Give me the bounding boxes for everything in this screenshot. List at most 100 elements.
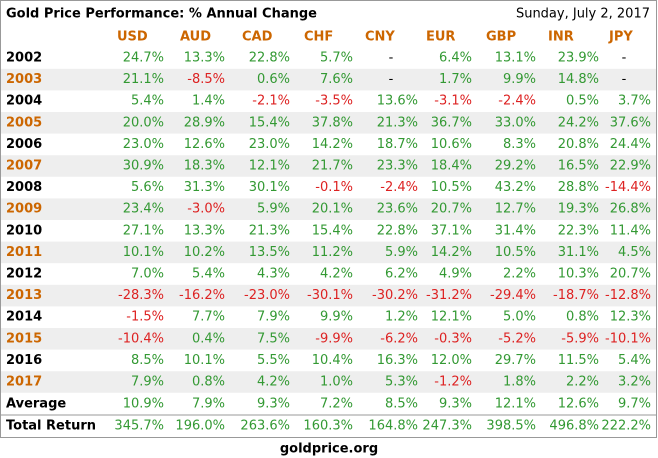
cell-value: 15.4% xyxy=(249,115,290,130)
cell-value: 21.3% xyxy=(249,223,290,238)
cell-value: 7.6% xyxy=(320,72,353,87)
cell-value: 10.5% xyxy=(495,245,536,260)
cell-value: 11.5% xyxy=(558,353,599,368)
cell-value: 10.6% xyxy=(431,137,472,152)
cell-value: 8.5% xyxy=(385,397,418,412)
cell-value: 23.4% xyxy=(123,202,164,217)
cell-value: 10.2% xyxy=(184,245,225,260)
cell-value: 22.3% xyxy=(558,223,599,238)
cell-value: 196.0% xyxy=(175,419,225,434)
cell-value: 164.8% xyxy=(368,419,418,434)
cell-value: 1.0% xyxy=(320,375,353,390)
column-header: CNY xyxy=(365,30,395,45)
cell-value: 1.4% xyxy=(192,94,225,109)
cell-value: -2.1% xyxy=(252,94,290,109)
cell-value: 4.9% xyxy=(439,267,472,282)
cell-value: 5.9% xyxy=(257,202,290,217)
cell-value: 7.0% xyxy=(131,267,164,282)
cell-value: 13.3% xyxy=(184,223,225,238)
cell-value: 9.3% xyxy=(439,397,472,412)
cell-value: 29.2% xyxy=(495,159,536,174)
cell-value: 13.6% xyxy=(377,94,418,109)
row-band xyxy=(1,68,656,91)
column-header: AUD xyxy=(180,30,211,45)
cell-value: 12.1% xyxy=(495,397,536,412)
cell-value: 0.8% xyxy=(192,375,225,390)
row-band xyxy=(1,198,656,220)
row-label: 2004 xyxy=(6,94,42,109)
row-label: 2008 xyxy=(6,180,42,195)
cell-value: 9.3% xyxy=(257,397,290,412)
cell-value: 398.5% xyxy=(486,419,536,434)
cell-value: 5.5% xyxy=(257,353,290,368)
cell-value: 33.0% xyxy=(495,115,536,130)
cell-value: 222.2% xyxy=(601,419,651,434)
row-label: 2002 xyxy=(6,51,42,66)
cell-value: -3.0% xyxy=(187,202,225,217)
cell-value: -1.2% xyxy=(434,375,472,390)
cell-value: 23.0% xyxy=(249,137,290,152)
cell-value: 23.0% xyxy=(123,137,164,152)
cell-value: 7.5% xyxy=(257,331,290,346)
cell-value: 18.4% xyxy=(431,159,472,174)
cell-value: 5.3% xyxy=(385,375,418,390)
cell-value: -14.4% xyxy=(605,180,651,195)
cell-value: -12.8% xyxy=(605,288,651,303)
cell-value: 37.6% xyxy=(610,115,651,130)
cell-value: 4.2% xyxy=(257,375,290,390)
cell-value: -18.7% xyxy=(553,288,599,303)
cell-value: 23.3% xyxy=(377,159,418,174)
cell-value: 0.8% xyxy=(566,310,599,325)
cell-value: 8.5% xyxy=(131,353,164,368)
cell-value: 496.8% xyxy=(549,419,599,434)
cell-value: -3.5% xyxy=(315,94,353,109)
cell-value: - xyxy=(389,72,394,87)
cell-value: 5.7% xyxy=(320,51,353,66)
cell-value: 16.3% xyxy=(377,353,418,368)
cell-value: 23.6% xyxy=(377,202,418,217)
cell-value: 10.1% xyxy=(123,245,164,260)
cell-value: 21.3% xyxy=(377,115,418,130)
row-label: 2007 xyxy=(6,159,42,174)
cell-value: -9.9% xyxy=(315,331,353,346)
cell-value: 9.7% xyxy=(618,397,651,412)
cell-value: 22.8% xyxy=(377,223,418,238)
footer: goldprice.org xyxy=(280,442,378,457)
cell-value: 13.1% xyxy=(495,51,536,66)
cell-value: -1.5% xyxy=(126,310,164,325)
row-label: 2015 xyxy=(6,331,42,346)
cell-value: 4.2% xyxy=(320,267,353,282)
cell-value: -0.3% xyxy=(434,331,472,346)
cell-value: 0.6% xyxy=(257,72,290,87)
cell-value: 7.9% xyxy=(131,375,164,390)
column-header: JPY xyxy=(608,30,633,45)
cell-value: 13.3% xyxy=(184,51,225,66)
row-label: 2011 xyxy=(6,245,42,260)
row-label: 2014 xyxy=(6,310,42,325)
cell-value: -3.1% xyxy=(434,94,472,109)
cell-value: -2.4% xyxy=(380,180,418,195)
row-label: 2006 xyxy=(6,137,42,152)
cell-value: 20.1% xyxy=(312,202,353,217)
cell-value: 5.4% xyxy=(192,267,225,282)
row-label: Total Return xyxy=(6,419,96,434)
cell-value: -6.2% xyxy=(380,331,418,346)
cell-value: 21.1% xyxy=(123,72,164,87)
cell-value: 12.0% xyxy=(431,353,472,368)
cell-value: 21.7% xyxy=(312,159,353,174)
cell-value: 7.9% xyxy=(257,310,290,325)
cell-value: 15.4% xyxy=(312,223,353,238)
cell-value: 28.9% xyxy=(184,115,225,130)
cell-value: 20.0% xyxy=(123,115,164,130)
cell-value: -10.4% xyxy=(118,331,164,346)
cell-value: 36.7% xyxy=(431,115,472,130)
cell-value: -8.5% xyxy=(187,72,225,87)
column-header: USD xyxy=(117,30,148,45)
cell-value: 1.8% xyxy=(503,375,536,390)
cell-value: 30.9% xyxy=(123,159,164,174)
cell-value: 9.9% xyxy=(320,310,353,325)
cell-value: - xyxy=(622,51,627,66)
cell-value: -2.4% xyxy=(498,94,536,109)
cell-value: 5.9% xyxy=(385,245,418,260)
cell-value: 11.4% xyxy=(610,223,651,238)
